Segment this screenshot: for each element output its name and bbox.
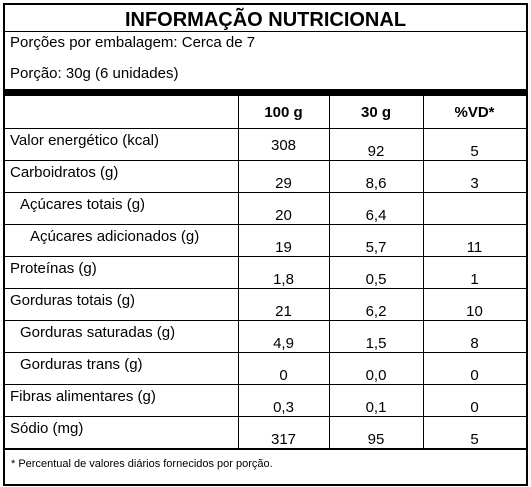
cell: 0 [470, 367, 479, 384]
row-label: Fibras alimentares (g) [10, 388, 156, 405]
cell: 8 [470, 335, 479, 352]
cell: 3 [470, 175, 479, 192]
row-rule [5, 128, 526, 129]
bottom-rule [5, 448, 526, 450]
row-rule [5, 192, 526, 193]
column-rule [423, 96, 424, 448]
row-label: Gorduras trans (g) [20, 356, 143, 373]
cell: 10 [466, 303, 483, 320]
cell: 5 [470, 431, 479, 448]
cell: 4,9 [273, 335, 294, 352]
column-rule [238, 96, 239, 448]
cell: 1,5 [365, 335, 387, 352]
column-header: %VD* [454, 104, 495, 121]
row-rule [5, 320, 526, 321]
row-label: Açúcares totais (g) [20, 196, 146, 213]
cell: 19 [275, 239, 292, 256]
cell: 1 [470, 271, 479, 288]
cell: 11 [466, 239, 483, 256]
cell: 20 [275, 207, 292, 224]
row-label: Sódio (mg) [10, 420, 84, 437]
cell: 308 [270, 137, 297, 154]
thick-rule [5, 89, 526, 96]
portion: Porção: 30g (6 unidades) [10, 65, 179, 82]
cell: 0 [470, 399, 479, 416]
cell: 0,3 [273, 399, 294, 416]
row-label: Gorduras saturadas (g) [20, 324, 176, 341]
cell: 317 [270, 431, 297, 448]
cell: 0,1 [365, 399, 387, 416]
cell: 1,8 [273, 271, 294, 288]
rule [5, 31, 526, 32]
row-rule [5, 384, 526, 385]
row-rule [5, 160, 526, 161]
row-label: Açúcares adicionados (g) [30, 228, 200, 245]
cell: 0,0 [365, 367, 387, 384]
row-rule [5, 352, 526, 353]
nutrition-table: INFORMAÇÃO NUTRICIONAL Porções por embal… [3, 3, 528, 486]
cell: 29 [275, 175, 292, 192]
column-header: 100 g [264, 104, 303, 121]
row-label: Proteínas (g) [10, 260, 97, 277]
row-label: Carboidratos (g) [10, 164, 119, 181]
cell: 21 [275, 303, 292, 320]
cell: 5 [470, 143, 479, 160]
servings: Porções por embalagem: Cerca de 7 [10, 34, 256, 51]
cell: 6,4 [365, 207, 387, 224]
title: INFORMAÇÃO NUTRICIONAL [124, 9, 407, 31]
cell: 0,5 [365, 271, 387, 288]
row-label: Gorduras totais (g) [10, 292, 136, 309]
cell: 0 [279, 367, 288, 384]
cell: 5,7 [365, 239, 387, 256]
row-rule [5, 224, 526, 225]
column-rule [329, 96, 330, 448]
footnote: * Percentual de valores diários fornecid… [11, 458, 273, 470]
row-label: Valor energético (kcal) [10, 132, 159, 149]
cell: 95 [367, 431, 385, 448]
column-header: 30 g [360, 104, 391, 121]
row-rule [5, 416, 526, 417]
cell: 8,6 [365, 175, 387, 192]
cell: 6,2 [365, 303, 387, 320]
row-rule [5, 288, 526, 289]
cell: 92 [367, 143, 385, 160]
row-rule [5, 256, 526, 257]
